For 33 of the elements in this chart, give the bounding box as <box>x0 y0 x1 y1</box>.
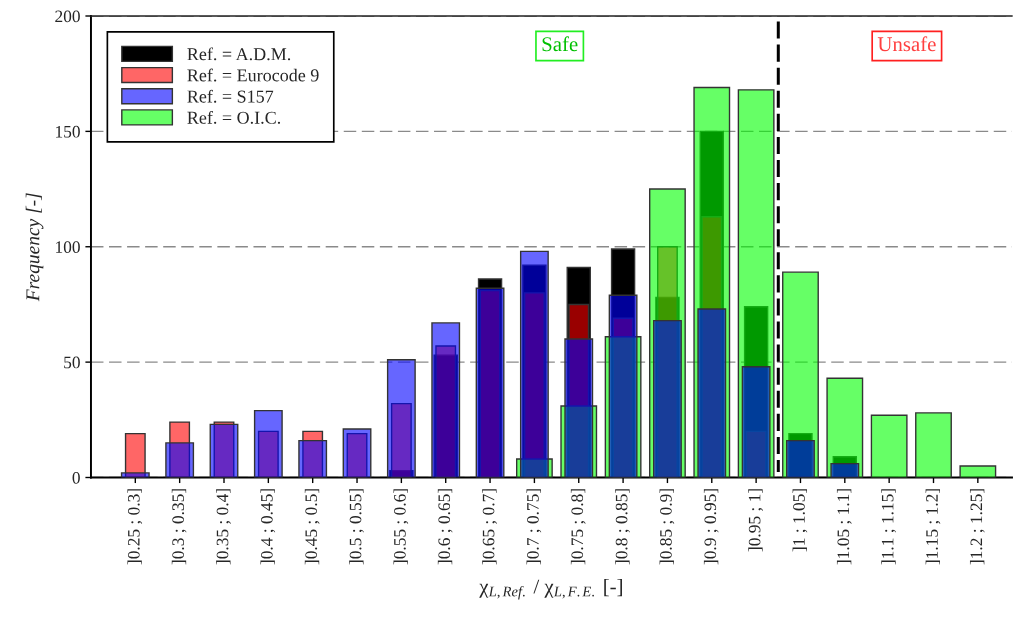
x-tick-label: ]0.35 ; 0.4] <box>216 489 231 565</box>
y-tick-label: 150 <box>56 125 80 138</box>
x-tick-label: ]1.2 ; 1.25] <box>969 489 985 565</box>
x-tick-label: ]1 ; 1.05] <box>792 489 808 552</box>
x-tick-label: ]1.15 ; 1.2] <box>925 489 941 565</box>
x-tick-label: ]0.3 ; 0.35] <box>171 489 187 565</box>
x-tick-label: ]0.7 ; 0.75] <box>526 489 542 565</box>
x-tick-label: ]0.55 ; 0.6] <box>393 489 409 565</box>
legend-label: Ref. = S157 <box>187 89 274 103</box>
x-tick-label: ]0.4 ; 0.45] <box>260 489 276 565</box>
x-tick-label: ]0.65 ; 0.7] <box>482 489 497 565</box>
x-tick-label: ]0.5 ; 0.55] <box>349 489 364 565</box>
x-tick-label: ]0.95 ; 1] <box>748 489 763 552</box>
x-tick-label: ]0.45 ; 0.5] <box>304 489 320 565</box>
y-tick-label: 200 <box>55 10 80 23</box>
y-tick-label: 100 <box>56 241 80 253</box>
x-tick-label: ]0.6 ; 0.65] <box>437 489 453 565</box>
legend-label: Ref. = O.I.C. <box>187 110 281 124</box>
annotation: Safe <box>542 36 578 52</box>
x-axis-title: χ$_{L,Ref.}$ / χ$_{L,F.E.}$ [-] <box>479 578 622 600</box>
x-tick-label: ]1.1 ; 1.15] <box>881 489 896 565</box>
x-tick-label: ]1.05 ; 1.1] <box>836 489 852 565</box>
legend-label: Ref. = Eurocode 9 <box>187 68 319 82</box>
y-tick-label: 50 <box>64 356 80 369</box>
x-tick-label: ]0.25 ; 0.3] <box>127 489 143 565</box>
x-tick-label: ]0.8 ; 0.85] <box>615 489 630 565</box>
legend-label: Ref. = A.D.M. <box>187 47 291 61</box>
annotation: Unsafe <box>877 36 936 52</box>
y-tick-label: 0 <box>72 471 80 484</box>
x-tick-label: ]0.9 ; 0.95] <box>703 489 719 565</box>
x-tick-label: ]0.75 ; 0.8] <box>570 489 586 565</box>
y-axis-title: Frequency [-] <box>25 193 44 302</box>
x-tick-label: ]0.85 ; 0.9] <box>659 489 675 565</box>
